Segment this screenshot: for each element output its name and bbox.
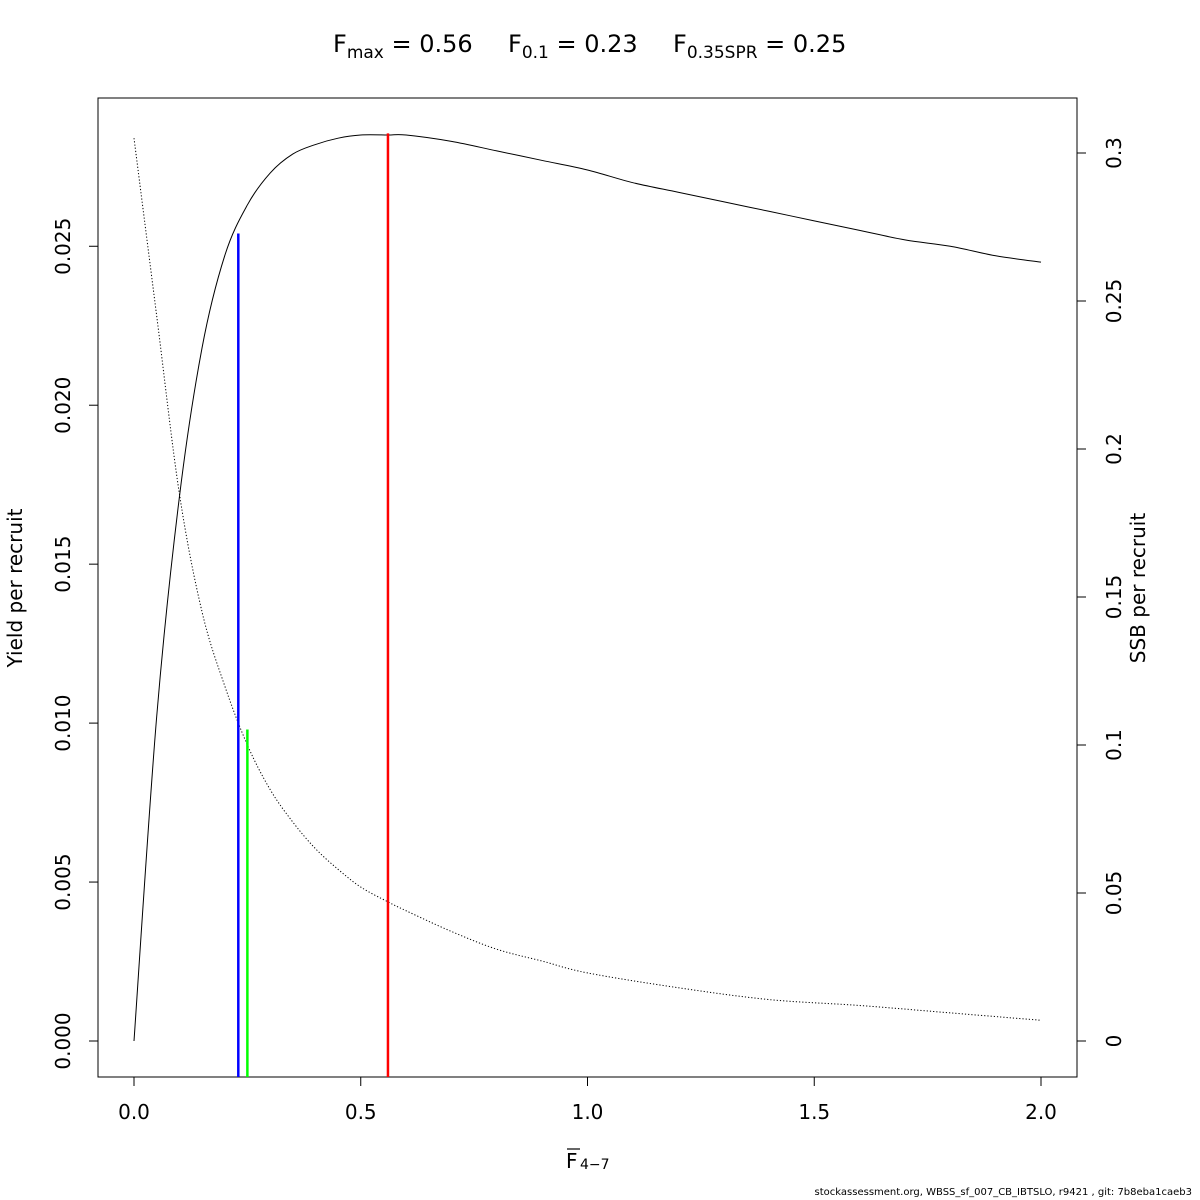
ssb-per-recruit-line bbox=[133, 138, 1042, 1021]
y-right-tick-label: 0.25 bbox=[1102, 279, 1126, 324]
y-left-tick-label: 0.020 bbox=[51, 377, 75, 434]
y-left-tick-label: 0.000 bbox=[51, 1012, 75, 1069]
y-right-tick-label: 0.2 bbox=[1102, 433, 1126, 465]
title-f035-symbol: F bbox=[673, 30, 687, 58]
footer-source: stockassessment.org, WBSS_sf_007_CB_IBTS… bbox=[814, 1187, 1192, 1198]
x-axis-label-sub: 4−7 bbox=[580, 1157, 610, 1173]
y-left-axis-label: Yield per recruit bbox=[3, 508, 27, 668]
y-right-tick-label: 0.05 bbox=[1102, 871, 1126, 916]
title-fmax: Fmax = 0.56 bbox=[333, 30, 473, 63]
title-fmax-value: = 0.56 bbox=[383, 30, 473, 58]
title-fmax-symbol: F bbox=[333, 30, 347, 58]
y-left-axis: 0.000 0.005 0.010 0.015 0.020 0.025 bbox=[51, 218, 99, 1070]
y-right-tick-label: 0.1 bbox=[1102, 729, 1126, 761]
title-f01-value: = 0.23 bbox=[548, 30, 638, 58]
y-right-tick-label: 0 bbox=[1102, 1035, 1126, 1048]
x-tick-label: 1.5 bbox=[798, 1100, 830, 1124]
y-left-tick-label: 0.005 bbox=[51, 853, 75, 910]
title-f035-value: = 0.25 bbox=[757, 30, 847, 58]
x-axis-label-symbol: F bbox=[566, 1149, 578, 1173]
series-layer bbox=[133, 134, 1042, 1042]
title-f035spr: F0.35SPR = 0.25 bbox=[673, 30, 846, 63]
yield-per-recruit-line bbox=[133, 134, 1042, 1042]
plot-frame bbox=[97, 97, 1078, 1078]
x-tick-label: 0.0 bbox=[118, 1100, 150, 1124]
y-left-tick-label: 0.010 bbox=[51, 694, 75, 751]
y-right-tick-label: 0.3 bbox=[1102, 137, 1126, 169]
title-fmax-sub: max bbox=[346, 43, 384, 63]
y-right-axis: 0 0.05 0.1 0.15 0.2 0.25 0.3 bbox=[1076, 137, 1126, 1048]
y-left-tick-label: 0.015 bbox=[51, 536, 75, 593]
x-axis: 0.0 0.5 1.0 1.5 2.0 bbox=[118, 1076, 1057, 1124]
x-tick-label: 0.5 bbox=[345, 1100, 377, 1124]
y-right-tick-label: 0.15 bbox=[1102, 575, 1126, 620]
x-tick-label: 1.0 bbox=[572, 1100, 604, 1124]
x-axis-label: F 4−7 bbox=[566, 1148, 610, 1173]
title-f01: F0.1 = 0.23 bbox=[508, 30, 638, 63]
y-left-tick-label: 0.025 bbox=[51, 218, 75, 275]
title-f035-sub: 0.35SPR bbox=[686, 43, 758, 63]
y-right-axis-label: SSB per recruit bbox=[1126, 513, 1150, 664]
x-tick-label: 2.0 bbox=[1025, 1100, 1057, 1124]
title-f01-symbol: F bbox=[508, 30, 522, 58]
title-f01-sub: 0.1 bbox=[521, 43, 549, 63]
reference-lines bbox=[237, 133, 390, 1077]
